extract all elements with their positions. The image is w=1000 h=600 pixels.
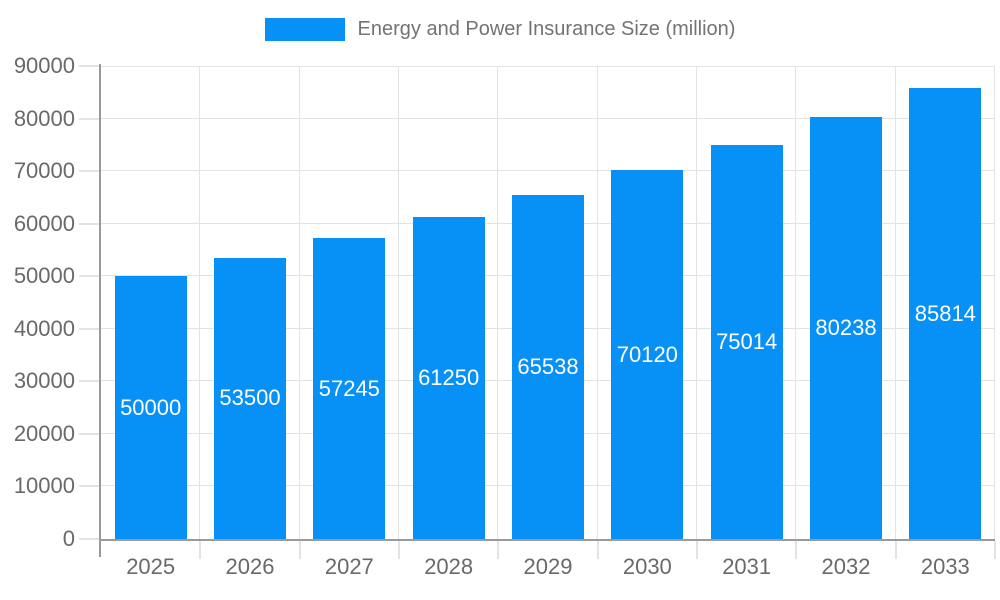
x-axis-tick <box>795 541 798 559</box>
bar: 70120 <box>611 170 684 539</box>
y-gridline <box>101 66 995 67</box>
x-axis-label: 2032 <box>821 554 871 579</box>
bar-value-label: 75014 <box>716 328 778 354</box>
bar: 85814 <box>909 88 982 539</box>
y-axis-tick <box>79 432 99 435</box>
bar: 61250 <box>412 217 485 539</box>
bar-value-label: 85814 <box>914 300 976 326</box>
x-axis-tick <box>497 541 500 559</box>
bar: 75014 <box>710 144 783 539</box>
y-gridline <box>101 170 995 172</box>
y-axis-label: 80000 <box>13 105 75 131</box>
legend-swatch <box>264 18 345 41</box>
bar-value-label: 57245 <box>318 375 380 401</box>
bar: 65538 <box>512 194 584 539</box>
y-axis-label: 40000 <box>13 315 75 341</box>
y-axis-tick <box>79 275 99 278</box>
bar: 53500 <box>214 257 286 539</box>
x-axis-label: 2028 <box>424 554 474 579</box>
x-gridline <box>994 66 995 539</box>
y-axis-label: 90000 <box>13 53 75 78</box>
legend: Energy and Power Insurance Size (million… <box>0 18 1000 41</box>
y-axis-label: 50000 <box>13 263 75 289</box>
x-gridline <box>696 66 697 539</box>
y-axis-line <box>99 64 101 557</box>
y-axis-label: 0 <box>62 526 75 551</box>
x-axis-tick <box>298 541 301 559</box>
y-axis-label: 20000 <box>13 420 75 446</box>
bar: 80238 <box>810 117 882 539</box>
x-gridline <box>398 66 399 539</box>
y-axis-tick <box>79 222 99 225</box>
bar-value-label: 50000 <box>120 394 182 420</box>
x-gridline <box>298 66 300 539</box>
x-axis-label: 2031 <box>722 554 772 579</box>
x-axis-tick <box>696 541 698 559</box>
x-gridline <box>894 66 896 539</box>
x-gridline <box>795 66 797 539</box>
y-axis-tick <box>79 170 99 173</box>
bar-value-label: 70120 <box>616 341 678 367</box>
x-axis-tick <box>199 541 202 559</box>
plot-area: 0 10000 20000 30000 40000 50000 60000 70000 8000… <box>14 53 996 579</box>
legend-label: Energy and Power Insurance Size (million… <box>357 18 736 40</box>
y-axis-label: 70000 <box>13 158 75 184</box>
x-axis-label: 2025 <box>126 554 176 579</box>
bar-value-label: 53500 <box>219 385 281 411</box>
y-axis-label: 10000 <box>13 473 75 499</box>
x-axis-tick <box>398 541 400 559</box>
x-gridline <box>199 66 201 539</box>
bar-value-label: 80238 <box>815 315 877 341</box>
x-gridline <box>497 66 499 539</box>
bar: 57245 <box>313 238 386 539</box>
bar: 50000 <box>114 276 187 539</box>
x-axis-label: 2030 <box>622 554 672 579</box>
y-axis-label: 30000 <box>13 368 75 394</box>
x-axis-label: 2033 <box>920 554 970 579</box>
x-axis-label: 2029 <box>523 554 573 579</box>
bar-value-label: 61250 <box>418 365 480 391</box>
y-axis-tick <box>79 65 99 67</box>
y-axis-tick <box>79 380 99 383</box>
x-gridline <box>596 66 598 539</box>
x-axis-label: 2027 <box>324 554 374 579</box>
y-gridline <box>101 117 995 119</box>
y-axis-tick <box>79 117 99 120</box>
x-axis-line <box>99 539 995 541</box>
x-axis-tick <box>596 541 599 559</box>
x-axis-tick <box>994 541 996 559</box>
x-axis-tick <box>894 541 897 559</box>
y-axis-label: 60000 <box>13 210 75 236</box>
y-axis-tick <box>79 327 99 330</box>
x-axis-label: 2026 <box>225 554 275 579</box>
bar-value-label: 65538 <box>517 353 579 379</box>
y-axis-tick <box>79 485 99 488</box>
y-axis-tick <box>79 538 99 540</box>
